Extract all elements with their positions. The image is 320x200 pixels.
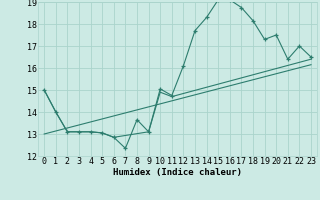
X-axis label: Humidex (Indice chaleur): Humidex (Indice chaleur) <box>113 168 242 177</box>
